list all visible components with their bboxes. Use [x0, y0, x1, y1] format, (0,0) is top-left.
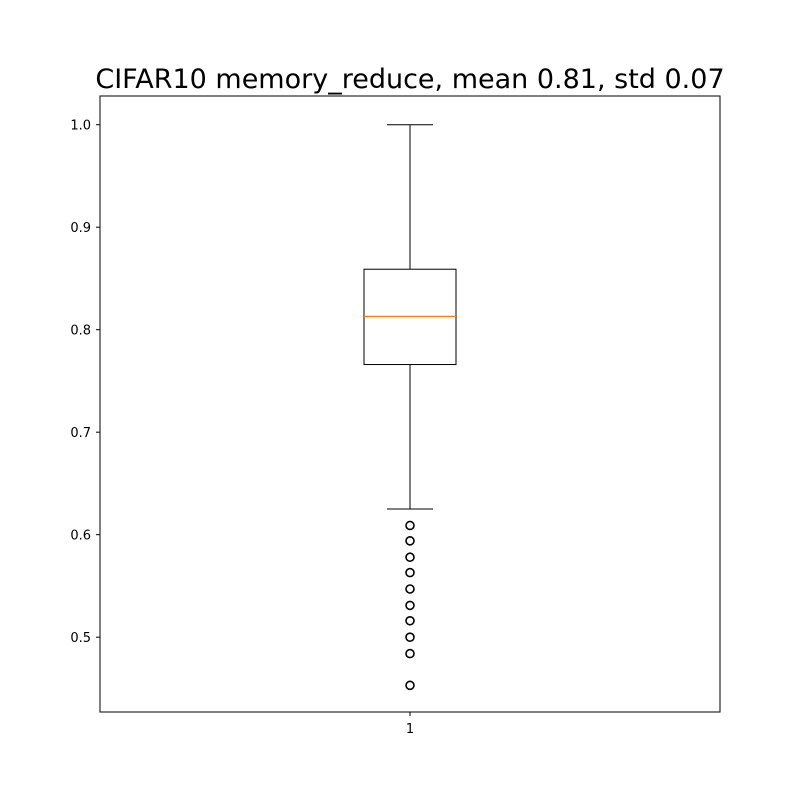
outlier-point-4	[405, 584, 415, 594]
y-tick-label-3: 0.8	[70, 324, 91, 339]
outlier-point-3	[405, 567, 415, 578]
chart-title: CIFAR10 memory_reduce, mean 0.81, std 0.…	[95, 64, 724, 95]
y-tick-label-1: 0.6	[70, 529, 91, 544]
y-tick-label-4: 0.9	[70, 221, 91, 236]
outlier-point-5	[405, 600, 415, 611]
outlier-point-6	[405, 615, 415, 626]
outlier-point-0	[405, 520, 415, 531]
y-tick-label-2: 0.7	[70, 426, 91, 441]
x-tick-label-0: 1	[406, 722, 414, 737]
outlier-point-7	[405, 632, 415, 642]
outlier-point-1	[405, 536, 415, 546]
outlier-point-8	[405, 648, 415, 659]
outlier-point-9	[405, 680, 415, 691]
outlier-point-2	[405, 552, 415, 563]
y-tick-label-5: 1.0	[70, 119, 91, 134]
y-tick-label-0: 0.5	[70, 631, 91, 646]
plot-area: 0.5 0.6 0.7 0.8 0.9 1.0 1	[70, 95, 721, 737]
